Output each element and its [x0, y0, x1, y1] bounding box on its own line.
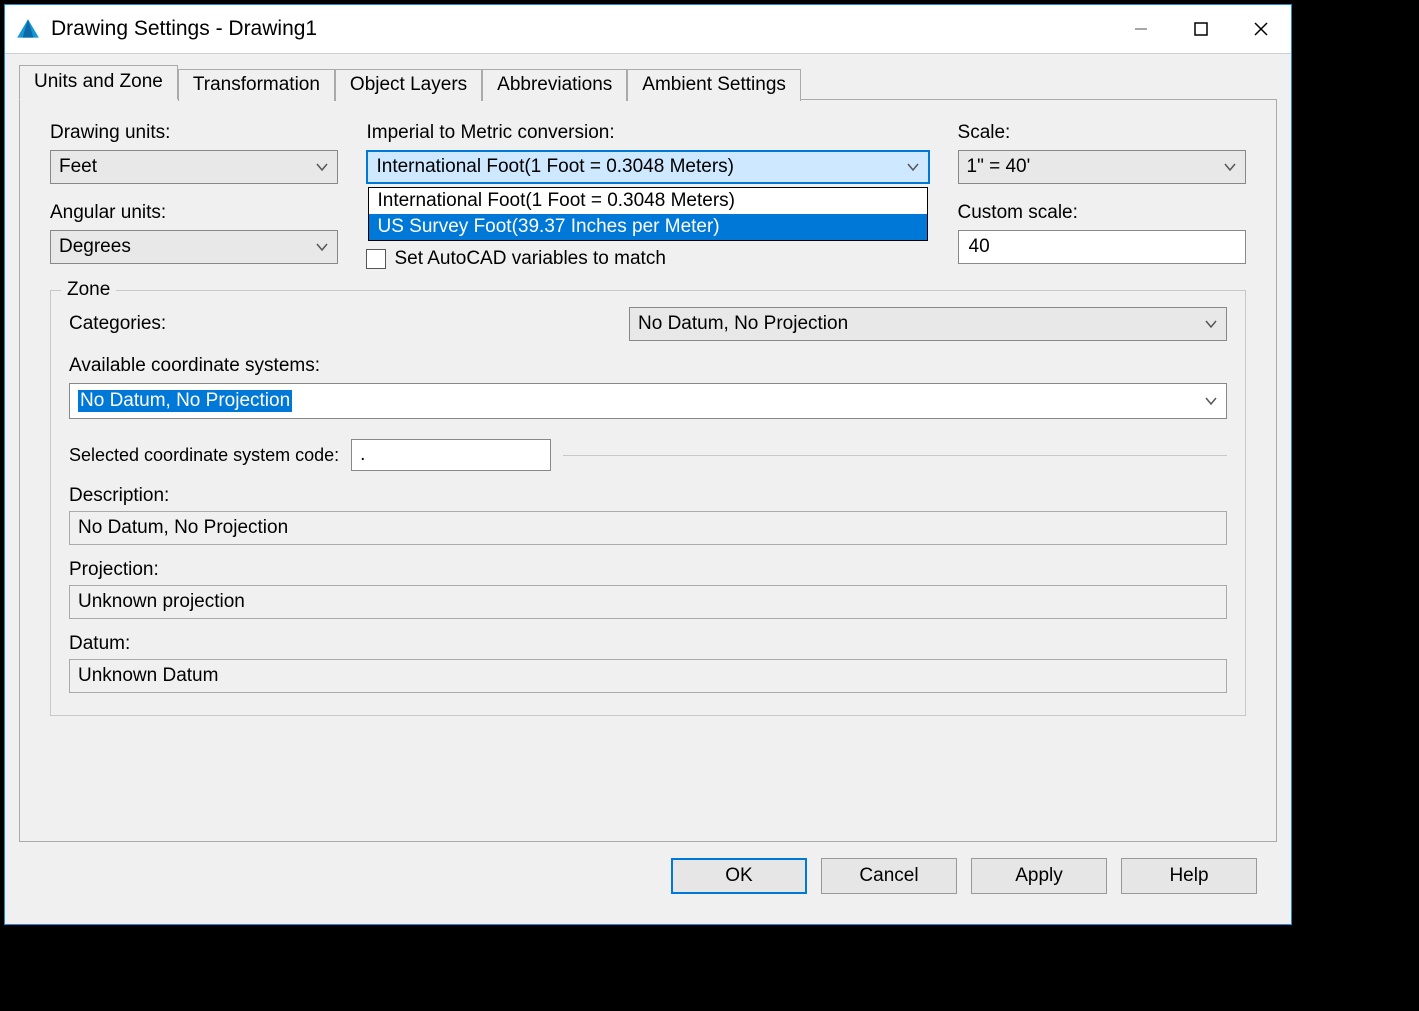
- divider: [563, 455, 1227, 456]
- row-selected-code: Selected coordinate system code: .: [69, 439, 1227, 471]
- dropdown-item-us-survey-foot[interactable]: US Survey Foot(39.37 Inches per Meter): [369, 214, 926, 240]
- input-selected-code[interactable]: .: [351, 439, 551, 471]
- col-scale: Scale: 1" = 40' Custom scale:: [958, 122, 1246, 270]
- combo-imperial-conversion-value: International Foot(1 Foot = 0.3048 Meter…: [376, 156, 734, 178]
- combo-angular-units-value: Degrees: [59, 236, 131, 258]
- label-categories: Categories:: [69, 313, 629, 335]
- minimize-button[interactable]: [1111, 5, 1171, 53]
- field-projection-value: Unknown projection: [78, 591, 245, 613]
- field-description-value: No Datum, No Projection: [78, 517, 288, 539]
- col-imperial-conversion: Imperial to Metric conversion: Internati…: [366, 122, 929, 270]
- dropdown-item-international-foot[interactable]: International Foot(1 Foot = 0.3048 Meter…: [369, 188, 926, 214]
- tab-abbreviations[interactable]: Abbreviations: [482, 69, 627, 101]
- help-button[interactable]: Help: [1121, 858, 1257, 894]
- combo-drawing-units-value: Feet: [59, 156, 97, 178]
- checkbox-label-set-autocad-vars: Set AutoCAD variables to match: [394, 248, 665, 270]
- tab-units-and-zone[interactable]: Units and Zone: [19, 65, 178, 100]
- combo-scale[interactable]: 1" = 40': [958, 150, 1246, 184]
- label-datum: Datum:: [69, 633, 1227, 655]
- label-available-systems: Available coordinate systems:: [69, 355, 1227, 377]
- titlebar[interactable]: Drawing Settings - Drawing1: [5, 5, 1291, 53]
- units-row: Drawing units: Feet Angular units: Degre…: [50, 122, 1246, 270]
- combo-categories-value: No Datum, No Projection: [638, 313, 848, 335]
- label-custom-scale: Custom scale:: [958, 202, 1246, 224]
- tab-object-layers[interactable]: Object Layers: [335, 69, 482, 101]
- label-imperial-conversion: Imperial to Metric conversion:: [366, 122, 929, 144]
- field-datum-value: Unknown Datum: [78, 665, 218, 687]
- chevron-down-icon: [1204, 394, 1218, 408]
- field-datum: Unknown Datum: [69, 659, 1227, 693]
- input-custom-scale[interactable]: [958, 230, 1246, 264]
- label-selected-code: Selected coordinate system code:: [69, 445, 339, 466]
- maximize-button[interactable]: [1171, 5, 1231, 53]
- combo-drawing-units[interactable]: Feet: [50, 150, 338, 184]
- close-button[interactable]: [1231, 5, 1291, 53]
- dialog-body: Units and Zone Transformation Object Lay…: [5, 53, 1291, 924]
- combo-scale-value: 1" = 40': [967, 156, 1031, 178]
- chevron-down-icon: [1223, 160, 1237, 174]
- checkbox-set-autocad-vars[interactable]: Set AutoCAD variables to match: [366, 248, 929, 270]
- window-title: Drawing Settings - Drawing1: [51, 17, 1111, 41]
- app-icon: [15, 16, 41, 42]
- input-selected-code-value: .: [360, 444, 365, 466]
- dialog-button-row: OK Cancel Apply Help: [19, 842, 1277, 910]
- field-projection: Unknown projection: [69, 585, 1227, 619]
- combo-imperial-conversion[interactable]: International Foot(1 Foot = 0.3048 Meter…: [366, 150, 929, 184]
- chevron-down-icon: [315, 240, 329, 254]
- legend-zone: Zone: [61, 279, 116, 301]
- window-controls: [1111, 5, 1291, 53]
- col-drawing-units: Drawing units: Feet Angular units: Degre…: [50, 122, 338, 270]
- field-description: No Datum, No Projection: [69, 511, 1227, 545]
- chevron-down-icon: [906, 160, 920, 174]
- tab-strip: Units and Zone Transformation Object Lay…: [19, 68, 1277, 100]
- combo-available-systems[interactable]: No Datum, No Projection: [69, 383, 1227, 419]
- dialog-window: Drawing Settings - Drawing1 Units and Zo…: [4, 4, 1292, 925]
- input-custom-scale-field[interactable]: [967, 235, 1237, 259]
- chevron-down-icon: [1204, 317, 1218, 331]
- combo-available-systems-value: No Datum, No Projection: [78, 390, 292, 412]
- checkbox-box[interactable]: [366, 249, 386, 269]
- label-drawing-units: Drawing units:: [50, 122, 338, 144]
- tab-panel-units-and-zone: Drawing units: Feet Angular units: Degre…: [19, 99, 1277, 842]
- apply-button[interactable]: Apply: [971, 858, 1107, 894]
- fieldset-zone: Zone Categories: No Datum, No Projection…: [50, 290, 1246, 716]
- dropdown-imperial-conversion: International Foot(1 Foot = 0.3048 Meter…: [368, 187, 927, 241]
- label-scale: Scale:: [958, 122, 1246, 144]
- label-angular-units: Angular units:: [50, 202, 338, 224]
- combo-categories[interactable]: No Datum, No Projection: [629, 307, 1227, 341]
- row-categories: Categories: No Datum, No Projection: [69, 307, 1227, 341]
- label-projection: Projection:: [69, 559, 1227, 581]
- cancel-button[interactable]: Cancel: [821, 858, 957, 894]
- label-description: Description:: [69, 485, 1227, 507]
- chevron-down-icon: [315, 160, 329, 174]
- tab-transformation[interactable]: Transformation: [178, 69, 335, 101]
- combo-angular-units[interactable]: Degrees: [50, 230, 338, 264]
- tab-ambient-settings[interactable]: Ambient Settings: [627, 69, 801, 101]
- ok-button[interactable]: OK: [671, 858, 807, 894]
